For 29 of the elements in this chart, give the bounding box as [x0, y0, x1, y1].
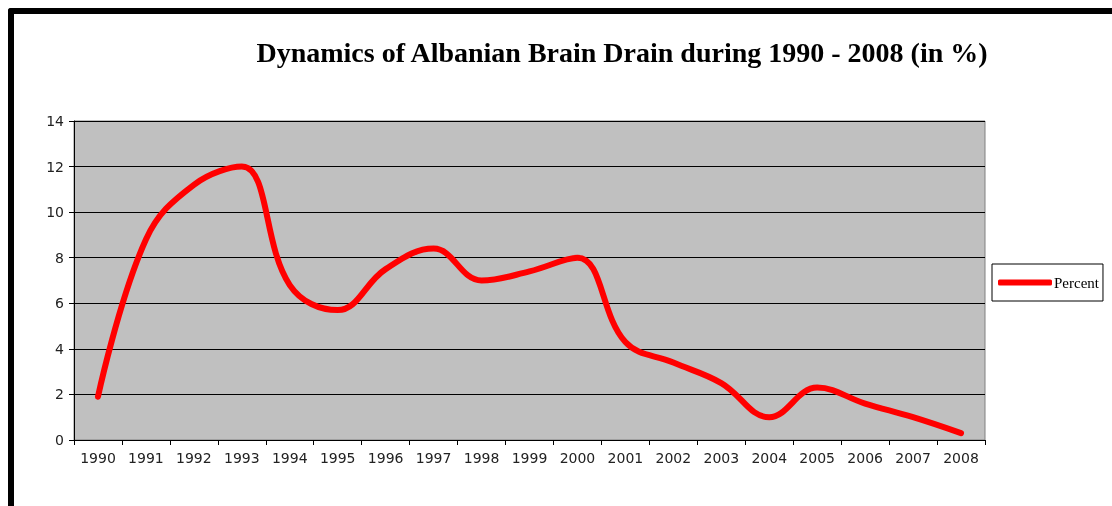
y-tick-label: 6	[55, 295, 65, 312]
x-tick-label: 2003	[703, 450, 740, 466]
x-tick-label: 1994	[271, 450, 308, 466]
x-tick-label: 1996	[367, 450, 404, 466]
x-tick-label: 1997	[415, 450, 452, 466]
y-tick-label: 0	[55, 432, 64, 448]
x-tick-label: 2000	[559, 450, 596, 466]
x-tick-label: 1995	[319, 450, 356, 466]
x-tick-label: 1993	[224, 450, 260, 466]
x-tick-label: 2007	[895, 450, 931, 466]
y-tick-label: 12	[46, 158, 64, 175]
x-tick-label: 1991	[128, 450, 164, 466]
chart-title: Dynamics of Albanian Brain Drain during 1990 - 2008 (in %)	[256, 36, 988, 68]
x-tick-label: 2002	[655, 450, 692, 466]
x-tick-label: 2005	[799, 450, 835, 466]
x-tick-label: 2006	[847, 450, 884, 466]
legend-label: Percent	[1054, 274, 1100, 291]
x-tick-label: 2008	[943, 450, 979, 466]
x-tick-label: 1992	[176, 450, 212, 466]
x-tick-label: 2004	[751, 450, 788, 466]
y-tick-label: 2	[55, 386, 64, 403]
x-tick-label: 1998	[463, 450, 500, 466]
y-tick-label: 8	[55, 249, 64, 266]
y-tick-label: 10	[46, 204, 64, 221]
x-tick-label: 1999	[511, 450, 548, 466]
y-tick-label: 4	[55, 340, 65, 357]
x-tick-label: 1990	[80, 450, 116, 466]
x-tick-label: 2001	[607, 450, 644, 466]
y-tick-label: 14	[46, 113, 65, 129]
